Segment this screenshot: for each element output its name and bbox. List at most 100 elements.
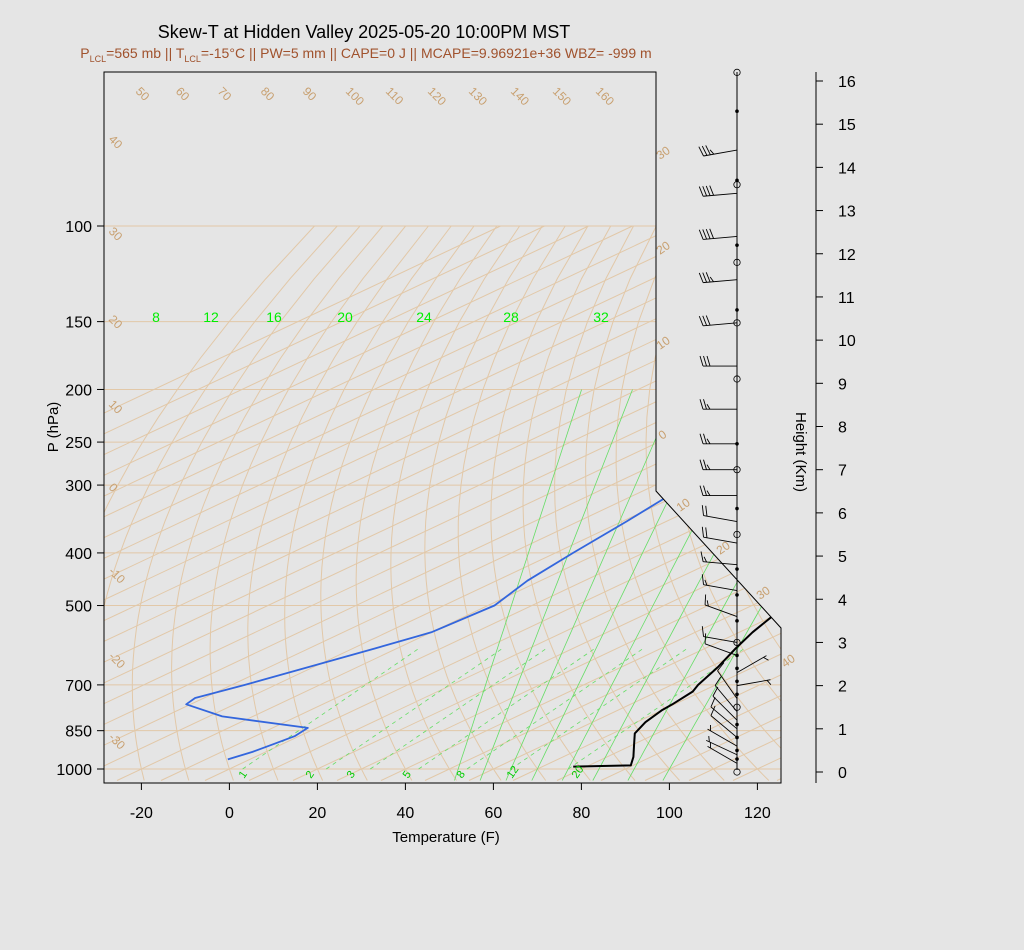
wind-barb bbox=[698, 185, 738, 197]
dry-adiabat-line bbox=[970, 226, 1024, 781]
height-marker-open bbox=[733, 68, 741, 76]
dry-adiabat-line bbox=[869, 226, 1024, 781]
p-lcl-value: 565 mb bbox=[114, 45, 161, 61]
dry-adiabat-line bbox=[585, 225, 725, 781]
height-marker-dot bbox=[735, 666, 739, 671]
wind-barb bbox=[699, 485, 737, 497]
height-marker-dot bbox=[735, 757, 739, 761]
height-tick-label: 14 bbox=[838, 160, 856, 177]
y-tick-label: 1000 bbox=[56, 762, 92, 779]
y-tick-label: 400 bbox=[65, 546, 92, 563]
height-marker-dot bbox=[735, 506, 739, 511]
x-tick-label: 20 bbox=[309, 805, 327, 822]
wind-barb bbox=[704, 594, 738, 617]
isotherm-line bbox=[556, 674, 781, 781]
isotherm-line bbox=[248, 529, 781, 781]
wind-barb bbox=[700, 551, 738, 566]
wind-barb bbox=[698, 145, 738, 157]
isotherm-line bbox=[104, 342, 781, 663]
isotherm-line bbox=[336, 570, 781, 781]
isotherm-line bbox=[776, 778, 781, 781]
mixing-ratio-label: 16 bbox=[266, 309, 282, 325]
height-marker-dot bbox=[735, 243, 739, 247]
moist-adiabat-line bbox=[531, 389, 723, 781]
height-tick-label: 6 bbox=[838, 506, 847, 523]
y-tick-label: 100 bbox=[65, 219, 92, 236]
isotherm-line bbox=[104, 445, 781, 767]
wind-barbs bbox=[698, 68, 772, 776]
wind-barb bbox=[707, 724, 738, 747]
wind-barb bbox=[701, 574, 738, 592]
isotherm-line bbox=[104, 362, 781, 684]
dry-adiabat-line bbox=[457, 225, 566, 781]
wind-barb bbox=[714, 676, 738, 712]
height-marker-dot bbox=[735, 593, 739, 597]
mixing-ratio-label: 3 bbox=[345, 769, 358, 781]
y-tick-label: 700 bbox=[65, 678, 92, 695]
isotherm-line bbox=[104, 225, 765, 539]
dry-adiabat-line bbox=[424, 225, 543, 781]
dry-adiabat-line bbox=[946, 226, 1024, 781]
height-marker-open bbox=[733, 530, 741, 539]
isotherm-line bbox=[104, 321, 781, 642]
moist-adiabat-line bbox=[479, 389, 633, 781]
x-tick-label: 120 bbox=[744, 805, 771, 822]
mixing-ratio-label: 8 bbox=[455, 769, 468, 781]
y-tick-label: 300 bbox=[65, 478, 92, 495]
isotherm-line bbox=[104, 225, 677, 497]
y-tick-label: 200 bbox=[65, 382, 92, 399]
height-tick-label: 3 bbox=[838, 635, 847, 652]
isotherm-line bbox=[821, 226, 1024, 781]
wind-barb bbox=[736, 679, 772, 687]
isotherm-line bbox=[909, 226, 1024, 781]
isotherm-label: 40 bbox=[779, 651, 798, 670]
pw-value: 5 mm bbox=[291, 45, 326, 61]
isotherm-line bbox=[468, 632, 781, 781]
height-marker-dot bbox=[735, 567, 739, 571]
mixing-ratio-label: 20 bbox=[337, 309, 353, 325]
wind-barb bbox=[699, 399, 737, 410]
wind-barb bbox=[698, 315, 738, 327]
wind-barb bbox=[698, 272, 738, 284]
wind-barb bbox=[736, 655, 769, 674]
dry-adiabat-line bbox=[760, 261, 781, 514]
mixing-ratio-line bbox=[369, 648, 547, 770]
dry-adiabat-line bbox=[842, 226, 1024, 781]
dry-adiabat-line bbox=[789, 226, 1024, 781]
dry-adiabat-line bbox=[490, 225, 591, 781]
height-tick-label: 16 bbox=[838, 74, 856, 91]
wind-barb bbox=[699, 459, 737, 471]
wind-barb bbox=[701, 505, 738, 522]
dry-adiabat-line bbox=[320, 225, 475, 781]
dry-adiabat-line bbox=[355, 225, 498, 781]
cape-value: 0 J bbox=[387, 45, 406, 61]
y-axis: 100 150 200 250 300 400 500 700 850 1000 bbox=[56, 219, 104, 779]
height-axis-label: Height (Km) bbox=[792, 412, 809, 492]
t-lcl-value: -15°C bbox=[209, 45, 245, 61]
height-tick-label: 9 bbox=[838, 376, 847, 393]
isotherm-line bbox=[104, 225, 633, 476]
height-marker-dot bbox=[735, 679, 739, 684]
dry-adiabat-line bbox=[284, 225, 452, 781]
wind-barb bbox=[701, 526, 738, 544]
mixing-ratio-label: 32 bbox=[593, 309, 609, 325]
isotherm-line bbox=[104, 404, 781, 725]
height-tick-label: 15 bbox=[838, 117, 856, 134]
y-tick-label: 850 bbox=[65, 724, 92, 741]
dry-adiabat-line bbox=[104, 225, 315, 514]
mixing-ratio-label: 20 bbox=[570, 764, 587, 781]
moist-adiabat-line bbox=[454, 389, 582, 781]
height-tick-label: 4 bbox=[838, 592, 847, 609]
wind-barb bbox=[710, 705, 738, 738]
height-marker-dot bbox=[735, 619, 739, 623]
isotherm-line bbox=[104, 225, 721, 518]
dry-adiabat-line bbox=[104, 225, 338, 610]
height-tick-label: 12 bbox=[838, 247, 856, 264]
height-tick-label: 1 bbox=[838, 722, 847, 739]
dry-adiabat-line bbox=[816, 226, 1024, 781]
dry-adiabat-line bbox=[247, 225, 429, 781]
height-marker-dot bbox=[735, 748, 739, 753]
plot-area: 50 60 70 80 90 100 110 120 130 140 150 160403020100… bbox=[103, 68, 1024, 784]
x-tick-label: 60 bbox=[485, 805, 503, 822]
